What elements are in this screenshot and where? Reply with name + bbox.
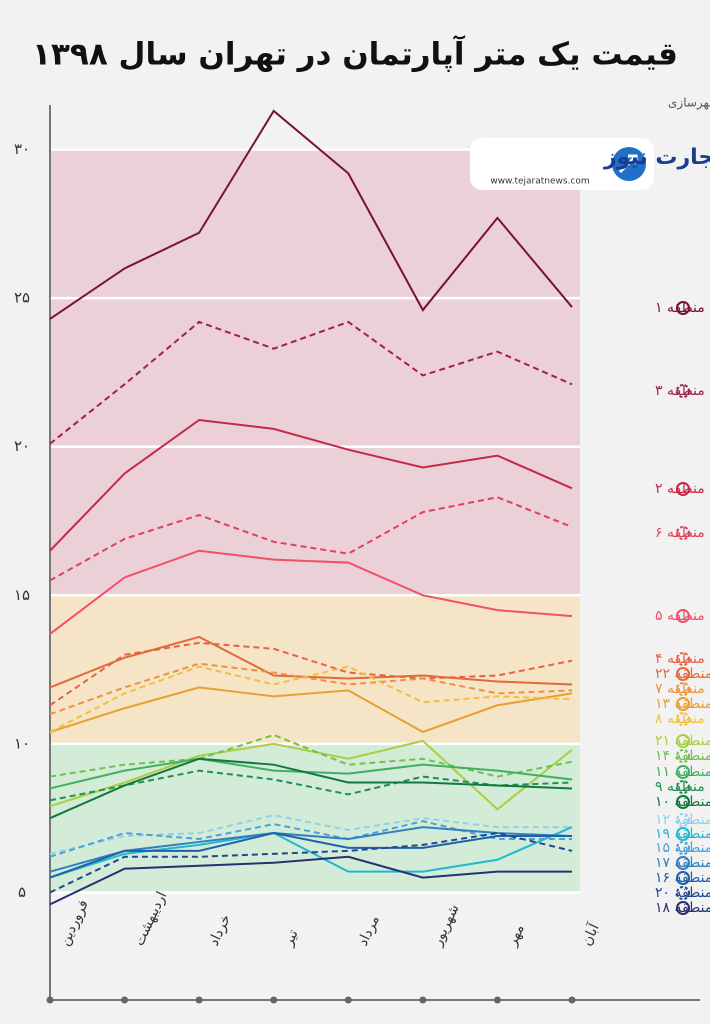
- logo: تجارت نیوز www.tejaratnews.com: [470, 138, 710, 190]
- legend-label: منطقه ۱۲: [655, 812, 710, 828]
- legend-marker: [676, 813, 690, 827]
- legend-marker: [676, 526, 690, 540]
- series-line: [49, 641, 573, 707]
- y-tick-label: ۲۰: [14, 437, 30, 455]
- legend-label: منطقه ۸: [655, 711, 705, 727]
- legend-label: منطقه ۱۰: [655, 794, 710, 810]
- legend-label: منطقه ۲: [655, 481, 705, 497]
- series-line: [49, 855, 572, 906]
- legend-label: منطقه ۱۶: [655, 870, 710, 886]
- x-tick-label: مهر: [504, 922, 528, 949]
- legend-marker: [676, 780, 690, 794]
- legend-label: منطقه ۷: [655, 681, 705, 697]
- legend-label: منطقه ۲۱: [655, 733, 710, 749]
- series-line: [49, 757, 573, 820]
- series-line: [49, 549, 573, 635]
- x-tick: [195, 996, 203, 1004]
- series-line: [49, 496, 573, 582]
- legend-marker: [676, 609, 690, 623]
- legend-marker: [676, 886, 690, 900]
- x-tick: [270, 996, 278, 1004]
- x-tick: [344, 996, 352, 1004]
- legend-label: منطقه ۵: [655, 608, 705, 624]
- y-tick-label: ۳۰: [14, 140, 30, 158]
- series-line: [49, 814, 572, 855]
- legend-label: منطقه ۳: [655, 383, 705, 399]
- legend-marker: [676, 841, 690, 855]
- legend-label: منطقه ۱۴: [655, 748, 710, 764]
- y-tick-label: ۵: [18, 883, 26, 901]
- legend-label: منطقه ۱۵: [655, 840, 710, 856]
- series-line: [49, 320, 573, 445]
- legend-label: منطقه ۶: [655, 525, 705, 541]
- logo-arrow: [618, 154, 638, 174]
- series-line: [49, 109, 573, 320]
- series-line: [49, 635, 573, 689]
- y-tick-label: ۱۰: [14, 734, 30, 752]
- y-tick-label: ۲۵: [14, 289, 30, 307]
- legend-marker: [676, 827, 690, 841]
- series-line: [49, 832, 573, 894]
- series-line: [49, 418, 573, 552]
- legend-marker: [676, 652, 690, 666]
- legend-label: منطقه ۱۳: [655, 696, 710, 712]
- legend-marker: [676, 482, 690, 496]
- legend-label: منطقه ۹: [655, 779, 705, 795]
- legend-label: منطقه ۱: [655, 300, 705, 316]
- legend-label: منطقه ۱۸: [655, 900, 710, 916]
- legend-marker: [676, 871, 690, 885]
- x-tick-label: خرداد: [206, 912, 234, 948]
- legend-label: منطقه ۲۲: [655, 666, 710, 682]
- legend-marker: [676, 697, 690, 711]
- series-line: [49, 686, 573, 734]
- legend-marker: [676, 301, 690, 315]
- legend-marker: [676, 734, 690, 748]
- x-tick-label: اردیبهشت: [131, 889, 170, 948]
- legend-marker: [676, 667, 690, 681]
- legend-label: منطقه ۴: [655, 651, 705, 667]
- chart-title: قیمت یک متر آپارتمان در تهران سال ۱۳۹۸: [32, 35, 678, 73]
- series-line: [49, 662, 573, 716]
- y-tick-label: ۱۵: [14, 586, 30, 604]
- legend-marker: [676, 384, 690, 398]
- series-line: [49, 826, 573, 879]
- legend-marker: [676, 901, 690, 915]
- series-line: [49, 739, 573, 811]
- series-line: [49, 832, 572, 879]
- series-line: [49, 826, 573, 873]
- x-tick: [121, 996, 129, 1004]
- legend-marker: [676, 856, 690, 870]
- x-tick-label: فروردین: [57, 897, 92, 948]
- chart-subtitle: منبع : وزارت راه و شهرسازی: [668, 96, 710, 111]
- x-tick-label: شهریور: [429, 902, 462, 949]
- legend-label: منطقه ۱۹: [655, 826, 710, 842]
- x-tick: [568, 996, 576, 1004]
- x-tick-label: آبان: [578, 920, 603, 948]
- series-line: [49, 757, 573, 790]
- legend-marker: [676, 712, 690, 726]
- legend-marker: [676, 795, 690, 809]
- legend-label: منطقه ۱۷: [655, 855, 710, 871]
- band: [50, 743, 580, 893]
- band: [50, 149, 580, 596]
- x-tick-label: تیر: [280, 927, 302, 949]
- legend-marker: [676, 749, 690, 763]
- legend-label: منطقه ۱۱: [655, 764, 710, 780]
- logo-name: تجارت نیوز: [603, 145, 710, 170]
- logo-box: [470, 138, 654, 190]
- legend-label: منطقه ۲۰: [655, 885, 710, 901]
- legend-marker: [676, 765, 690, 779]
- x-tick: [419, 996, 427, 1004]
- band: [50, 595, 580, 744]
- x-tick: [493, 996, 501, 1004]
- x-tick: [46, 996, 54, 1004]
- series-line: [49, 665, 573, 733]
- x-tick-label: مرداد: [355, 913, 383, 948]
- legend-marker: [676, 682, 690, 696]
- logo-url: www.tejaratnews.com: [490, 177, 589, 187]
